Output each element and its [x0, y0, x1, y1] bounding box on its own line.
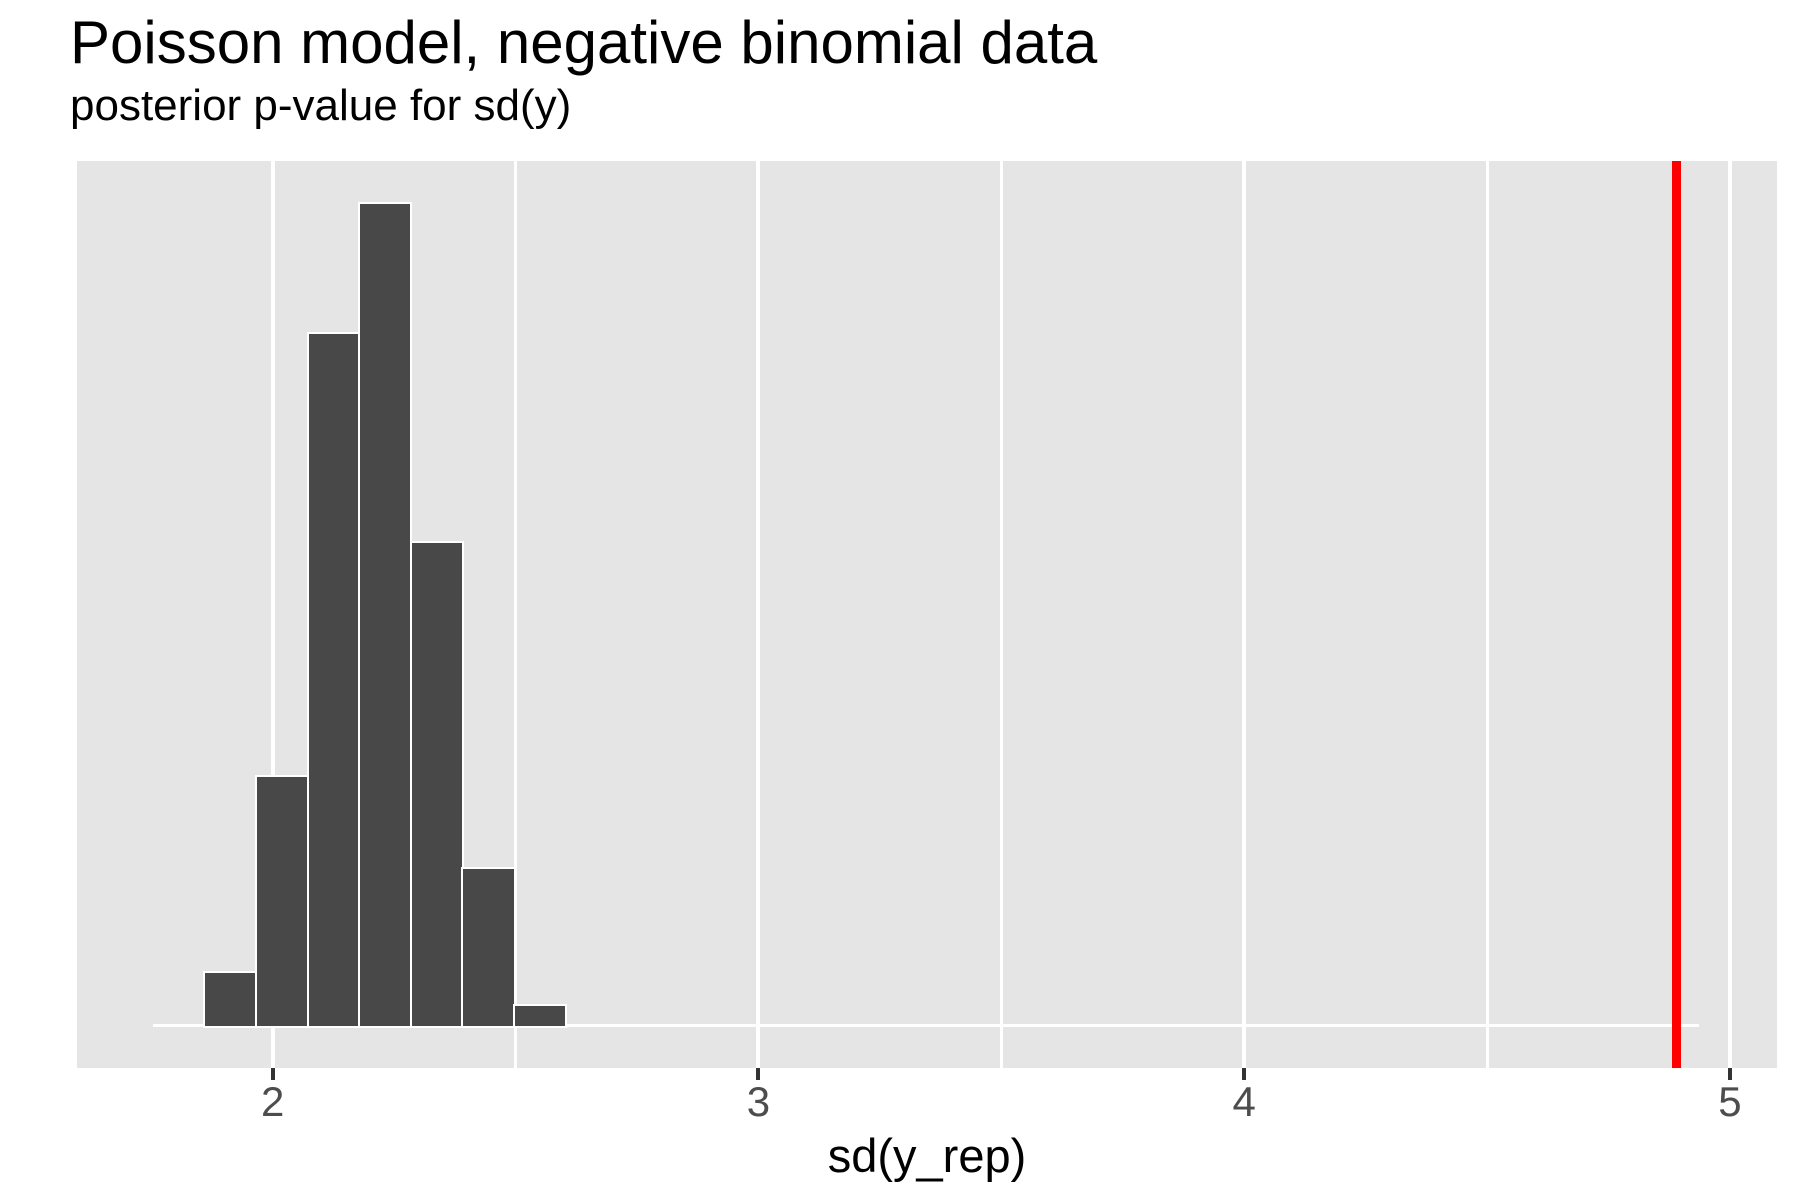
zero-count-baseline [152, 1024, 1699, 1028]
observed-stat-line [1671, 161, 1681, 1068]
x-axis-tick-label: 4 [1232, 1078, 1256, 1125]
gridline-major-3 [756, 161, 761, 1068]
histogram-bar [254, 775, 309, 1029]
x-axis-tick [1727, 1068, 1732, 1080]
histogram-bar [203, 971, 258, 1029]
x-axis-tick-label: 3 [746, 1078, 771, 1125]
x-axis-title: sd(y_rep) [827, 1129, 1027, 1182]
gridline-major-4 [1242, 161, 1247, 1068]
histogram-bar [409, 541, 464, 1029]
histogram-bar [306, 332, 361, 1029]
x-axis-tick [270, 1068, 275, 1080]
x-axis-tick [1242, 1068, 1247, 1080]
histogram-bar [461, 867, 516, 1029]
x-axis-tick-label: 5 [1718, 1078, 1742, 1125]
gridline-major-5 [1727, 161, 1732, 1068]
x-axis-tick-label: 2 [261, 1078, 285, 1125]
gridline-major-2 [270, 161, 275, 1068]
plot-subtitle: posterior p-value for sd(y) [70, 81, 572, 130]
histogram-bar [513, 1004, 568, 1029]
gridline-minor-3.5 [999, 161, 1003, 1068]
histogram-bar [358, 201, 413, 1029]
gridline-minor-2.5 [514, 161, 518, 1068]
plot-title: Poisson model, negative binomial data [70, 9, 1098, 76]
gridline-minor-4.5 [1485, 161, 1489, 1068]
x-axis-tick [756, 1068, 761, 1080]
plot-panel [77, 161, 1777, 1068]
